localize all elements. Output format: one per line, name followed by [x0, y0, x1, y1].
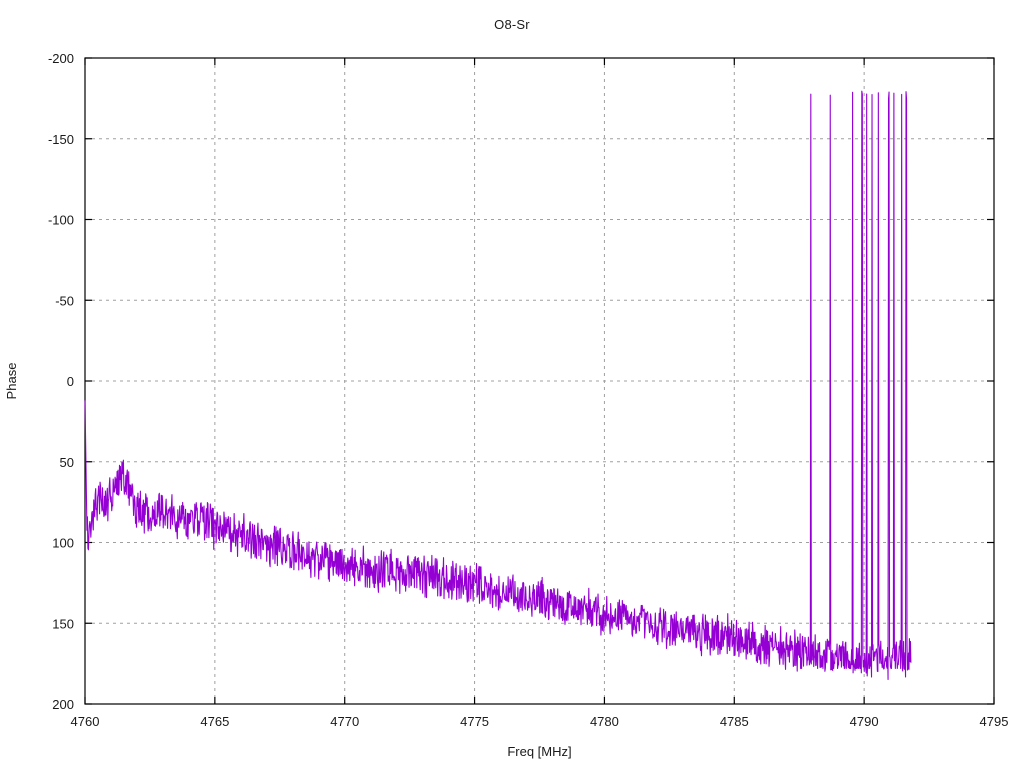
x-tick-label: 4785: [720, 714, 749, 729]
y-axis-title: Phase: [4, 363, 19, 400]
x-axis-title: Freq [MHz]: [507, 744, 571, 759]
axis-tick-labels: 200 150 100 50 0 -50 -100 -150 -200 4760 4765 4770 4…: [4, 51, 1008, 759]
y-tick-label: 50: [60, 455, 74, 470]
x-tick-label: 4760: [71, 714, 100, 729]
x-tick-label: 4780: [590, 714, 619, 729]
y-tick-label: -200: [48, 51, 74, 66]
plot-frame: [84, 57, 995, 705]
y-tick-label: -50: [55, 293, 74, 308]
x-tick-label: 4770: [330, 714, 359, 729]
x-tick-label: 4765: [200, 714, 229, 729]
x-tick-label: 4790: [850, 714, 879, 729]
data-trace: [84, 90, 912, 681]
y-tick-label: 150: [52, 616, 74, 631]
y-tick-label: -150: [48, 132, 74, 147]
x-tick-label: 4775: [460, 714, 489, 729]
y-tick-label: -100: [48, 213, 74, 228]
phase-trace-line: [84, 90, 912, 681]
y-tick-label: 100: [52, 536, 74, 551]
y-tick-label: 200: [52, 697, 74, 712]
x-tick-label: 4795: [980, 714, 1009, 729]
y-tick-label: 0: [67, 374, 74, 389]
grid-lines: [85, 58, 994, 704]
chart-title: O8-Sr: [494, 17, 530, 32]
